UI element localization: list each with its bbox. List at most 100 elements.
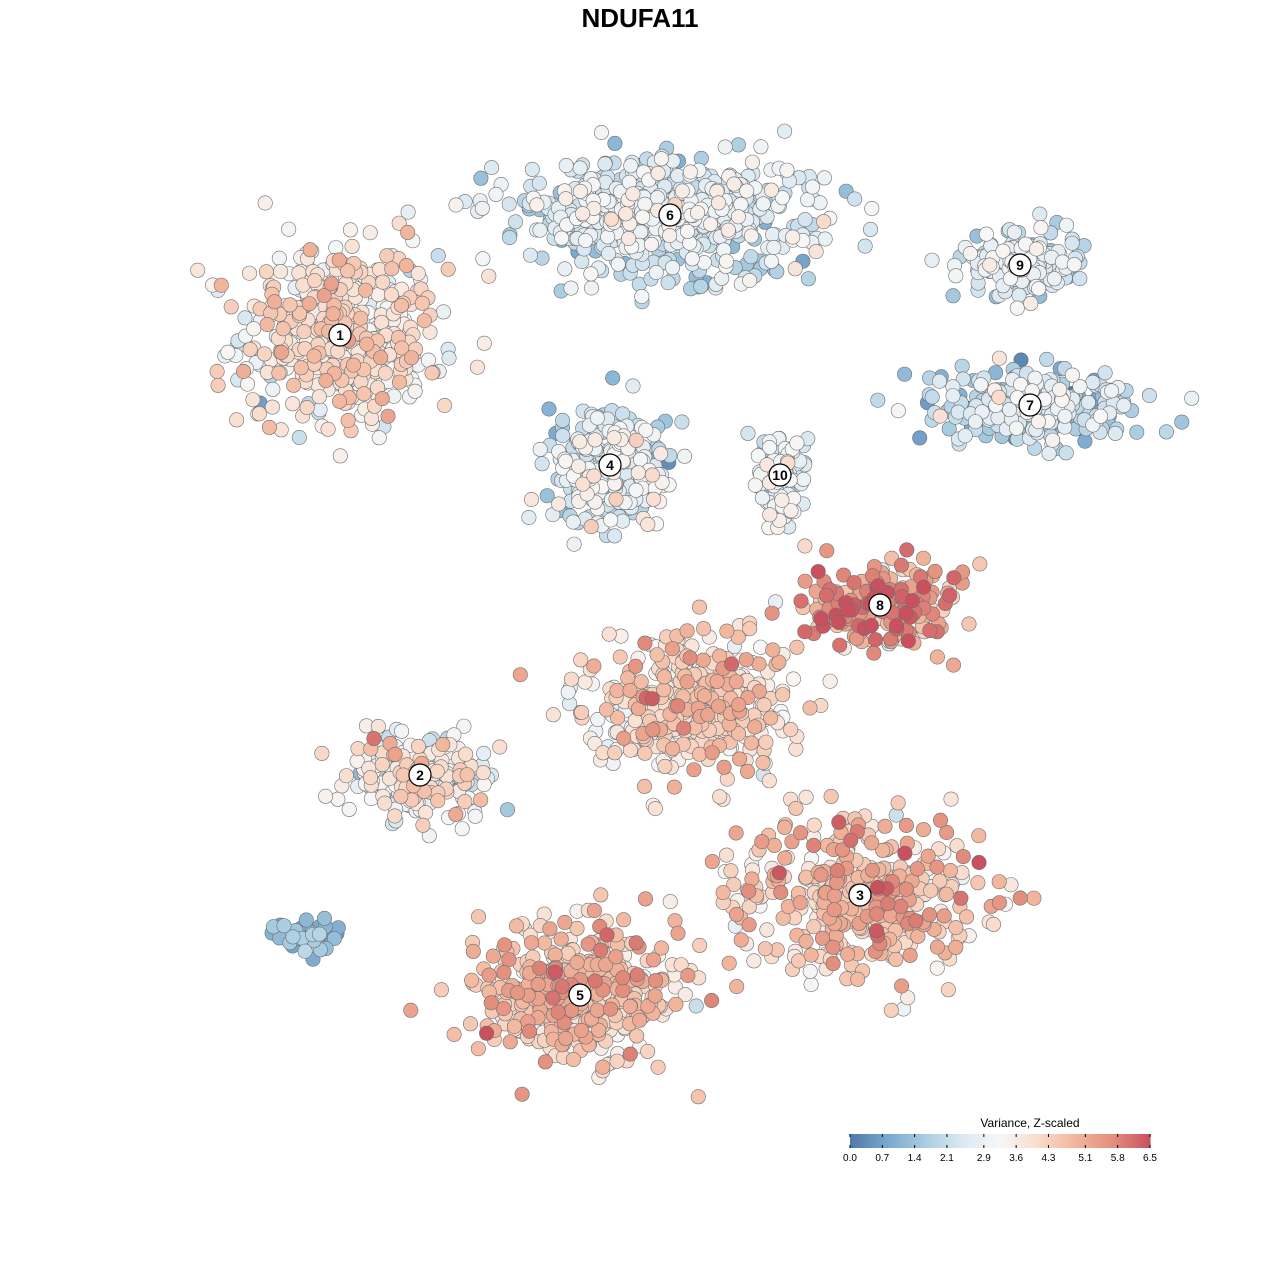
data-point (635, 209, 651, 225)
data-point (563, 280, 579, 296)
data-point (927, 563, 943, 579)
data-point (637, 196, 653, 212)
data-point (1174, 414, 1190, 430)
data-point (870, 879, 886, 895)
data-point (632, 1012, 648, 1028)
data-point (864, 201, 880, 217)
data-point (507, 214, 523, 230)
data-point (286, 377, 302, 393)
data-point (771, 865, 787, 881)
data-point (888, 951, 904, 967)
data-point (955, 371, 971, 387)
data-point (545, 707, 561, 723)
data-point (744, 154, 760, 170)
data-point (798, 789, 814, 805)
data-point (822, 673, 838, 689)
data-point (846, 575, 862, 591)
data-point (803, 976, 819, 992)
data-point (285, 396, 301, 412)
data-point (265, 381, 281, 397)
data-point (817, 231, 833, 247)
cluster-label-text: 7 (1026, 397, 1034, 413)
data-point (758, 734, 774, 750)
data-point (765, 227, 781, 243)
data-point (366, 731, 382, 747)
data-point (320, 421, 336, 437)
data-point (991, 389, 1007, 405)
data-point (223, 299, 239, 315)
data-point (1031, 414, 1047, 430)
data-point (674, 183, 690, 199)
data-point (601, 626, 617, 642)
data-point (547, 964, 563, 980)
data-point (609, 1053, 625, 1069)
data-point (623, 158, 639, 174)
data-point (1093, 408, 1109, 424)
data-point (712, 789, 728, 805)
data-point (909, 861, 925, 877)
data-point (936, 908, 952, 924)
legend-tick-label: 0.0 (843, 1153, 857, 1164)
data-point (499, 802, 515, 818)
data-point (764, 605, 780, 621)
data-point (603, 512, 619, 528)
data-point (916, 579, 932, 595)
data-point (302, 242, 318, 258)
data-point (645, 722, 661, 738)
data-point (362, 225, 378, 241)
data-point (847, 191, 863, 207)
data-point (554, 230, 570, 246)
cluster-label-text: 2 (416, 767, 424, 783)
data-point (281, 221, 297, 237)
data-point (832, 637, 848, 653)
data-point (657, 758, 673, 774)
data-point (532, 222, 548, 238)
data-point (492, 739, 508, 755)
data-point (922, 623, 938, 639)
data-point (679, 623, 695, 639)
data-point (679, 674, 695, 690)
data-point (393, 297, 409, 313)
data-point (1129, 424, 1145, 440)
data-point (890, 795, 906, 811)
data-point (869, 923, 885, 939)
data-point (716, 759, 732, 775)
data-point (753, 639, 769, 655)
data-point (470, 909, 486, 925)
data-point (448, 197, 464, 213)
data-point (763, 710, 779, 726)
data-point (653, 151, 669, 167)
data-point (600, 229, 616, 245)
data-point (542, 921, 558, 937)
data-point (668, 996, 684, 1012)
data-point (374, 756, 390, 772)
data-point (783, 503, 799, 519)
data-point (670, 698, 686, 714)
data-point (724, 656, 740, 672)
data-point (1097, 365, 1113, 381)
data-point (1184, 390, 1200, 406)
data-point (938, 886, 954, 902)
data-point (267, 294, 283, 310)
data-point (459, 767, 475, 783)
cluster-label-text: 1 (336, 327, 344, 343)
data-point (312, 402, 328, 418)
data-point (953, 890, 969, 906)
data-point (741, 899, 757, 915)
data-point (645, 491, 661, 507)
data-point (558, 191, 574, 207)
data-point (575, 206, 591, 222)
data-point (259, 316, 275, 332)
data-point (506, 1018, 522, 1034)
data-point (374, 391, 390, 407)
data-point (621, 231, 637, 247)
data-point (640, 1043, 656, 1059)
data-point (1032, 206, 1048, 222)
data-point (788, 741, 804, 757)
data-point (1027, 370, 1043, 386)
data-point (245, 392, 261, 408)
data-point (558, 453, 574, 469)
data-point (481, 268, 497, 284)
data-point (948, 939, 964, 955)
data-point (644, 467, 660, 483)
